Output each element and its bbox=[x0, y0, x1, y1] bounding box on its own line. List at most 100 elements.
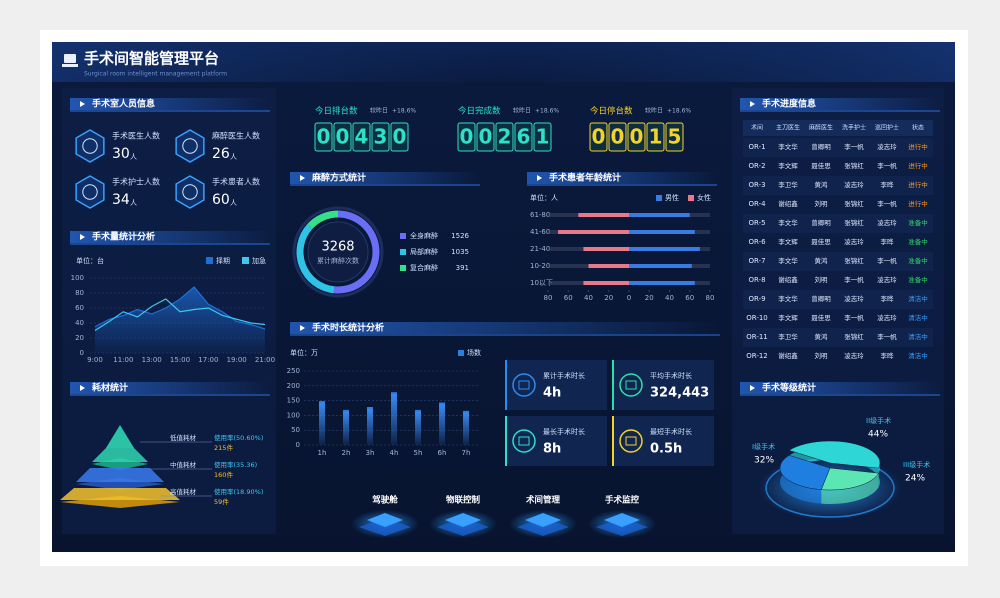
bar-cap bbox=[319, 401, 325, 404]
table-header: 巡回护士 bbox=[875, 124, 899, 132]
stat-card-edge bbox=[505, 360, 507, 410]
digit: 1 bbox=[649, 125, 663, 149]
legend-label: 复合麻醉 bbox=[410, 263, 438, 272]
title-bar bbox=[527, 172, 717, 184]
stat-card bbox=[612, 360, 714, 410]
y-tick-label: 40 bbox=[75, 319, 84, 327]
nav-label: 手术监控 bbox=[605, 495, 640, 506]
pyramid-layer bbox=[60, 488, 180, 500]
stat-value: 8h bbox=[543, 442, 561, 457]
nav-button[interactable]: 驾驶舱 bbox=[351, 495, 419, 539]
table-cell: 李晔 bbox=[881, 237, 895, 246]
panel-title: 手术室人员信息 bbox=[92, 98, 155, 110]
x-tick-label: 80 bbox=[706, 294, 715, 302]
counter-label: 今日停台数 bbox=[590, 106, 633, 117]
material-name: 低值耗材 bbox=[170, 433, 197, 442]
y-tick-label: 61-80 bbox=[530, 211, 550, 219]
nav-button[interactable]: 术间管理 bbox=[509, 495, 577, 539]
digit-box bbox=[333, 122, 352, 152]
table-row-bg bbox=[743, 176, 933, 195]
table-cell: 黄鸿 bbox=[815, 180, 829, 189]
table-cell: 李一帆 bbox=[877, 199, 897, 208]
legend-swatch bbox=[688, 195, 694, 201]
digit-box bbox=[514, 122, 533, 152]
donut-slice bbox=[307, 210, 339, 229]
area bbox=[95, 287, 265, 353]
table-cell: 李一帆 bbox=[844, 142, 864, 151]
donut-total: 3268 bbox=[321, 240, 354, 255]
pie-slice bbox=[779, 455, 831, 490]
table-cell: 李文辉 bbox=[778, 161, 798, 170]
table-cell: 李一帆 bbox=[877, 332, 897, 341]
staff-icon-core bbox=[182, 184, 198, 200]
counter-compare: 较昨日 bbox=[513, 107, 531, 115]
y-tick-label: 200 bbox=[287, 382, 300, 390]
bar bbox=[415, 410, 421, 445]
stat-icon-core bbox=[518, 436, 530, 446]
table-cell: 刘明 bbox=[815, 275, 829, 284]
x-tick-label: 20 bbox=[604, 294, 613, 302]
table-cell: 曾卿明 bbox=[811, 294, 831, 303]
legend-label: 场数 bbox=[467, 348, 481, 357]
table-cell: 聂佳思 bbox=[811, 313, 831, 322]
x-tick-label: 9:00 bbox=[87, 356, 103, 364]
bar bbox=[629, 213, 690, 217]
label: 单位：万 bbox=[290, 348, 318, 357]
counter-compare: 较昨日 bbox=[370, 107, 388, 115]
panel-title: 手术患者年龄统计 bbox=[549, 172, 621, 184]
title-arrow bbox=[537, 175, 542, 181]
table-cell: 李一帆 bbox=[844, 313, 864, 322]
table-cell: 凌志玲 bbox=[877, 142, 897, 151]
material-unit: 件 bbox=[227, 470, 234, 479]
pie-slice bbox=[788, 440, 881, 469]
bar bbox=[629, 281, 695, 285]
staff-icon bbox=[175, 129, 205, 163]
y-tick-label: 60 bbox=[75, 304, 84, 312]
line bbox=[94, 298, 266, 332]
nav-button[interactable]: 手术监控 bbox=[588, 495, 656, 539]
status: 准备中 bbox=[908, 237, 928, 246]
table-cell: OR-8 bbox=[748, 276, 765, 284]
status: 清洁中 bbox=[908, 351, 928, 360]
x-tick-label: 40 bbox=[584, 294, 593, 302]
digit-box bbox=[608, 122, 627, 152]
table-cell: OR-7 bbox=[748, 257, 765, 265]
title-bar bbox=[740, 382, 940, 394]
status: 准备中 bbox=[908, 256, 928, 265]
table-cell: OR-11 bbox=[746, 333, 768, 341]
material-count: 160 bbox=[214, 471, 226, 479]
y-tick-label: 100 bbox=[71, 274, 84, 282]
panel-title: 手术等级统计 bbox=[762, 382, 816, 394]
x-tick-label: 7h bbox=[462, 449, 471, 457]
table-cell: 凌志玲 bbox=[877, 313, 897, 322]
title-bar bbox=[290, 322, 720, 334]
table-cell: 张锦红 bbox=[844, 332, 864, 341]
table-cell: 李晔 bbox=[881, 180, 895, 189]
staff-unit: 人 bbox=[130, 153, 137, 161]
stat-icon bbox=[512, 373, 536, 397]
bar bbox=[588, 264, 629, 268]
pie-value: 44% bbox=[868, 430, 888, 440]
nav-button[interactable]: 物联控制 bbox=[429, 495, 497, 539]
digit: 4 bbox=[355, 125, 369, 149]
table-cell: OR-4 bbox=[748, 200, 766, 208]
y-tick-label: 21-40 bbox=[530, 245, 550, 253]
digit-box bbox=[457, 122, 476, 152]
legend-swatch bbox=[400, 265, 406, 271]
stat-card-edge bbox=[505, 416, 507, 466]
bar bbox=[629, 247, 700, 251]
table-cell: 李一帆 bbox=[877, 161, 897, 170]
table-cell: 凌志玲 bbox=[844, 180, 864, 189]
digit: 0 bbox=[460, 125, 474, 149]
digit: 0 bbox=[611, 125, 625, 149]
staff-icon bbox=[175, 175, 205, 209]
material-count: 215 bbox=[214, 444, 226, 452]
donut-slice bbox=[296, 224, 335, 294]
bar bbox=[583, 247, 629, 251]
legend-value: 1035 bbox=[451, 248, 469, 256]
staff-unit: 人 bbox=[230, 199, 237, 207]
digit-box bbox=[646, 122, 665, 152]
donut-slice bbox=[333, 210, 380, 294]
